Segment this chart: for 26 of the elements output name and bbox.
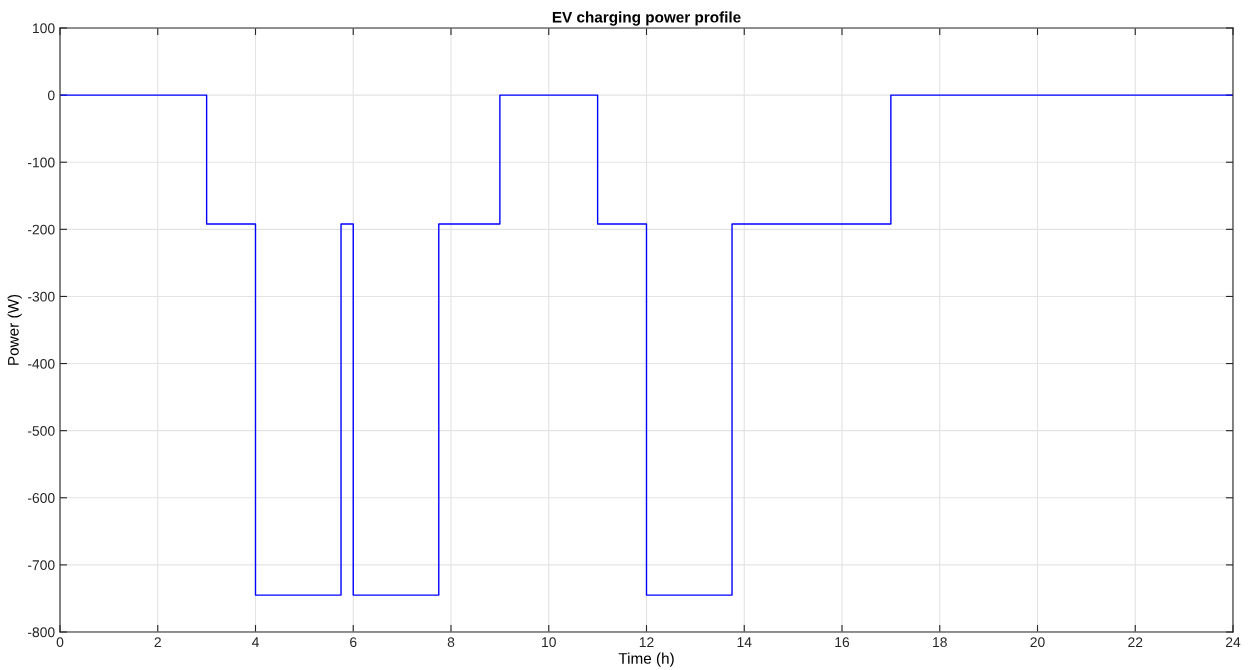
x-tick-label: 0: [56, 637, 64, 648]
chart-title: EV charging power profile: [552, 11, 741, 26]
x-tick-label: 8: [447, 637, 455, 648]
y-tick-label: -300: [27, 291, 55, 302]
y-tick-label: -700: [27, 560, 55, 571]
y-tick-label: -800: [27, 627, 55, 638]
x-tick-label: 12: [639, 637, 654, 647]
x-axis-title: Time (h): [618, 652, 674, 667]
x-tick-label: 4: [251, 637, 259, 647]
y-tick-label: -500: [27, 426, 55, 436]
y-tick-label: -400: [27, 358, 55, 369]
y-tick-label: 0: [47, 90, 55, 101]
x-tick-label: 16: [835, 637, 850, 648]
y-axis-title: Power (W): [7, 294, 22, 365]
y-tick-label: -200: [27, 224, 55, 235]
x-tick-label: 18: [933, 637, 947, 648]
y-tick-label: -600: [27, 493, 55, 503]
x-tick-label: 10: [542, 637, 556, 648]
x-tick-label: 20: [1030, 637, 1045, 648]
x-tick-label: 22: [1128, 637, 1143, 647]
x-tick-label: 6: [350, 637, 357, 648]
x-tick-label: 24: [1225, 637, 1241, 647]
y-tick-label: 100: [33, 23, 55, 34]
x-tick-label: 14: [737, 637, 752, 647]
y-tick-label: -100: [27, 157, 55, 168]
x-tick-label: 2: [154, 637, 161, 647]
